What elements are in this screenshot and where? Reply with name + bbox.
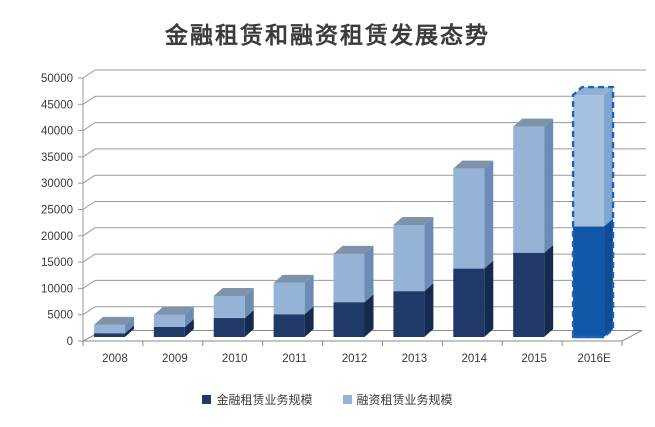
gridline-diagonal <box>82 306 96 316</box>
y-tick-label: 45000 <box>41 99 73 111</box>
stacked-bar-2008 <box>93 316 134 337</box>
y-tick-label: 35000 <box>41 152 73 164</box>
estimate-dashed-outline <box>571 85 615 339</box>
bar-side-light <box>484 160 494 269</box>
bar-side-light <box>364 245 374 303</box>
stacked-bar-2016E <box>571 85 615 339</box>
bar-segment-finance-leasing <box>213 295 245 319</box>
bar-top-face <box>453 160 494 169</box>
y-tick-label: 5000 <box>47 310 73 322</box>
bar-side-dark <box>544 244 554 337</box>
bar-side-light <box>184 306 194 328</box>
gridline-diagonal <box>82 201 96 210</box>
bar-segment-finance-leasing <box>333 253 365 303</box>
legend-label-finance-leasing: 融资租赁业务规模 <box>356 393 453 407</box>
legend-swatch-finance-leasing <box>342 395 352 404</box>
y-tick-label: 25000 <box>41 205 73 217</box>
bar-side-light <box>604 87 614 227</box>
bar-top-face <box>93 316 134 325</box>
legend: 金融租赁业务规模 融资租赁业务规模 <box>0 391 655 408</box>
y-tick-label: 20000 <box>41 231 73 243</box>
bar-segment-finance-leasing <box>153 314 185 328</box>
bar-segment-financial-leasing <box>573 226 605 337</box>
y-tick-label: 40000 <box>41 126 73 138</box>
bar-side-dark <box>244 310 254 337</box>
bar-side-dark <box>424 283 434 337</box>
stacked-bar-2013 <box>393 216 434 337</box>
bar-top-face <box>513 118 554 127</box>
bar-side-dark <box>484 260 494 337</box>
bar-segment-financial-leasing <box>273 314 305 337</box>
bar-side-dark <box>604 218 614 337</box>
bar-side-light <box>124 316 134 334</box>
bar-segment-financial-leasing <box>213 318 245 337</box>
gridline-diagonal <box>82 122 96 132</box>
bar-segment-financial-leasing <box>153 327 185 337</box>
bar-side-dark <box>184 319 194 337</box>
stacked-bar-2009 <box>153 306 194 337</box>
bar-segment-finance-leasing <box>393 224 425 292</box>
x-tick-label: 2008 <box>102 353 128 365</box>
x-tick-label: 2011 <box>282 353 307 365</box>
bar-segment-financial-leasing <box>453 268 485 337</box>
bar-side-light <box>544 118 554 253</box>
x-tick-label: 2009 <box>162 353 188 365</box>
x-tick-label: 2012 <box>342 353 368 365</box>
bar-segment-finance-leasing <box>453 168 485 269</box>
y-tick-label: 10000 <box>41 283 73 295</box>
bar-segment-finance-leasing <box>573 95 605 227</box>
x-tick-label: 2016E <box>577 353 611 365</box>
bar-side-dark <box>304 306 314 337</box>
bar-segment-financial-leasing <box>93 333 125 337</box>
bar-top-face <box>273 274 314 283</box>
bar-top-face <box>333 245 374 254</box>
gridline-diagonal <box>82 148 96 158</box>
bar-side-light <box>244 287 254 319</box>
stacked-bar-2010 <box>213 287 254 337</box>
gridline-diagonal <box>82 174 96 184</box>
y-tick-label: 0 <box>67 336 73 348</box>
legend-swatch-financial-leasing <box>202 395 212 404</box>
bar-side-dark <box>364 294 374 337</box>
legend-item-financial-leasing: 金融租赁业务规模 <box>202 391 313 408</box>
y-tick-label: 30000 <box>41 178 73 190</box>
bar-segment-financial-leasing <box>513 252 545 337</box>
chart-title: 金融租赁和融资租赁发展态势 <box>165 22 490 48</box>
bar-segment-financial-leasing <box>333 302 365 337</box>
y-tick-label: 50000 <box>41 73 73 85</box>
gridline-diagonal <box>82 253 96 263</box>
gridline-diagonal <box>82 95 96 105</box>
gridline-diagonal <box>82 69 96 79</box>
bar-side-light <box>304 274 314 315</box>
bar-side-dark <box>124 325 134 337</box>
x-tick-label: 2010 <box>222 353 248 365</box>
stacked-bar-2014 <box>453 160 494 337</box>
bar-top-face <box>213 287 254 296</box>
bar-segment-finance-leasing <box>93 324 125 334</box>
gridline-diagonal <box>82 279 96 289</box>
bar-segment-finance-leasing <box>273 282 305 315</box>
legend-label-financial-leasing: 金融租赁业务规模 <box>216 393 313 407</box>
bar-segment-finance-leasing <box>513 126 545 253</box>
stacked-bar-2011 <box>273 274 314 337</box>
bar-side-light <box>424 216 434 292</box>
bar-top-face <box>573 87 614 96</box>
x-tick-label: 2013 <box>402 353 428 365</box>
legend-item-finance-leasing: 融资租赁业务规模 <box>342 391 453 408</box>
bar-segment-financial-leasing <box>393 291 425 337</box>
stacked-bar-2015 <box>513 118 554 337</box>
bar-top-face <box>153 306 194 315</box>
x-tick-label: 2014 <box>461 353 487 365</box>
gridline-diagonal <box>82 227 96 237</box>
y-tick-label: 15000 <box>41 257 73 269</box>
stacked-bar-2012 <box>333 245 374 337</box>
bar-top-face <box>393 216 434 225</box>
x-tick-label: 2015 <box>521 353 547 365</box>
